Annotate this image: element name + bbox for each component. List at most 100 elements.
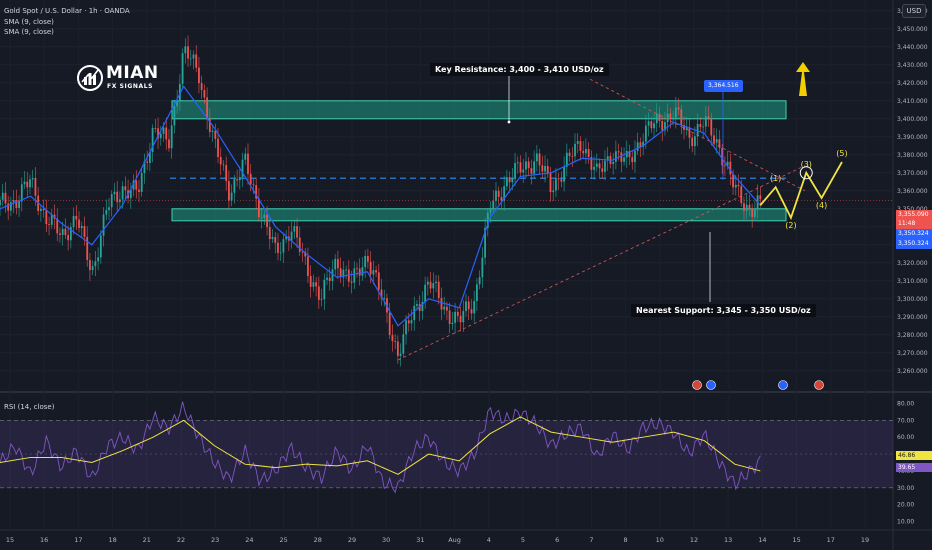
currency-button[interactable]: USD [902, 4, 926, 18]
candle-body [740, 186, 743, 204]
candle-body [241, 159, 244, 178]
candle-body [503, 186, 506, 201]
candle-body [446, 306, 448, 311]
time-tick-label: 30 [382, 536, 390, 544]
candle-body [456, 311, 459, 316]
candle-body [443, 306, 446, 310]
sma-price-tag-2: 3,350.324 [896, 239, 932, 249]
candle-body [206, 97, 209, 119]
candle-body [440, 297, 443, 310]
candle-body [236, 179, 238, 181]
candle-body [601, 168, 604, 172]
candle-body [296, 226, 298, 238]
candle-body [505, 177, 508, 187]
sma-price-tag-1: 3,350.324 [896, 229, 932, 239]
candle-body [753, 208, 756, 217]
candle-body [64, 228, 67, 236]
candle-body [304, 251, 307, 257]
resistance-zone [171, 100, 787, 120]
logo-subtitle: FX SIGNALS [107, 83, 154, 90]
target-arrow-icon [796, 62, 810, 96]
wave-3-marker [799, 166, 813, 180]
candle-body [383, 298, 386, 299]
sma-legend-1[interactable]: SMA (9, close) [4, 18, 54, 26]
candle-body [424, 284, 427, 302]
candle-body [462, 311, 465, 323]
candle-body [56, 218, 59, 234]
price-tick-label: 3,350.000 [897, 206, 928, 213]
target-price-tag[interactable]: 3,364.516 [704, 80, 743, 92]
candle-body [317, 286, 320, 300]
candle-body [416, 304, 418, 306]
candle-body [489, 209, 492, 213]
candle-body [50, 214, 53, 225]
candle-body [7, 203, 10, 211]
candle-body [257, 198, 260, 218]
candle-body [729, 161, 732, 175]
time-tick-label: 23 [211, 536, 219, 544]
time-tick-label: 6 [555, 536, 559, 544]
candle-body [15, 200, 18, 208]
time-tick-label: 15 [792, 536, 800, 544]
price-tick-label: 3,420.000 [897, 80, 928, 87]
resistance-annotation[interactable]: Key Resistance: 3,400 - 3,410 USD/oz [430, 63, 609, 76]
candle-body [634, 150, 636, 163]
candle-body [459, 315, 462, 323]
candle-body [522, 169, 525, 173]
rsi-legend[interactable]: RSI (14, close) [4, 403, 55, 411]
candle-body [525, 161, 527, 170]
candle-body [492, 200, 495, 210]
logo-emblem-icon [77, 65, 103, 91]
candle-body [140, 173, 143, 192]
candle-body [228, 181, 230, 201]
candle-body [672, 117, 675, 120]
candle-body [691, 137, 694, 147]
candle-body [465, 301, 467, 312]
candle-body [549, 173, 552, 193]
candle-body [282, 239, 285, 253]
price-tick-label: 3,370.000 [897, 170, 928, 177]
candle-body [4, 192, 7, 204]
candle-body [334, 258, 337, 270]
sma-legend-2[interactable]: SMA (9, close) [4, 28, 54, 36]
candle-body [380, 289, 383, 299]
candle-body [67, 235, 70, 241]
candle-body [606, 156, 609, 161]
candle-body [560, 179, 563, 182]
current-price-tag: 3,355.090 [896, 210, 932, 220]
candle-body [121, 186, 124, 200]
candle-body [699, 124, 702, 127]
candle-body [516, 162, 519, 164]
candle-body [249, 173, 252, 185]
time-tick-label: 12 [690, 536, 698, 544]
candle-body [89, 260, 91, 271]
candle-body [748, 204, 751, 209]
candle-body [669, 113, 672, 120]
rsi-tick-label: 80.00 [897, 400, 914, 407]
economic-event-icon [706, 380, 716, 390]
time-tick-label: 17 [827, 536, 835, 544]
support-annotation[interactable]: Nearest Support: 3,345 - 3,350 USD/oz [631, 304, 816, 317]
price-tick-label: 3,400.000 [897, 116, 928, 123]
price-tick-label: 3,440.000 [897, 44, 928, 51]
candle-body [328, 277, 331, 281]
candle-body [751, 208, 754, 217]
price-tick-label: 3,280.000 [897, 332, 928, 339]
candle-body [361, 267, 364, 276]
candle-body [31, 177, 34, 180]
candle-body [97, 257, 100, 262]
candle-body [116, 191, 119, 203]
candle-body [113, 191, 116, 195]
candle-body [625, 150, 628, 158]
economic-event-icon [778, 380, 788, 390]
candle-body [211, 130, 214, 132]
candle-body [377, 272, 380, 290]
candle-body [552, 190, 555, 193]
candle-body [225, 165, 228, 182]
symbol-legend[interactable]: Gold Spot / U.S. Dollar · 1h · OANDA [4, 7, 130, 15]
candle-body [29, 179, 31, 188]
time-tick-label: 15 [6, 536, 14, 544]
candle-body [312, 282, 315, 287]
candle-body [628, 150, 631, 158]
